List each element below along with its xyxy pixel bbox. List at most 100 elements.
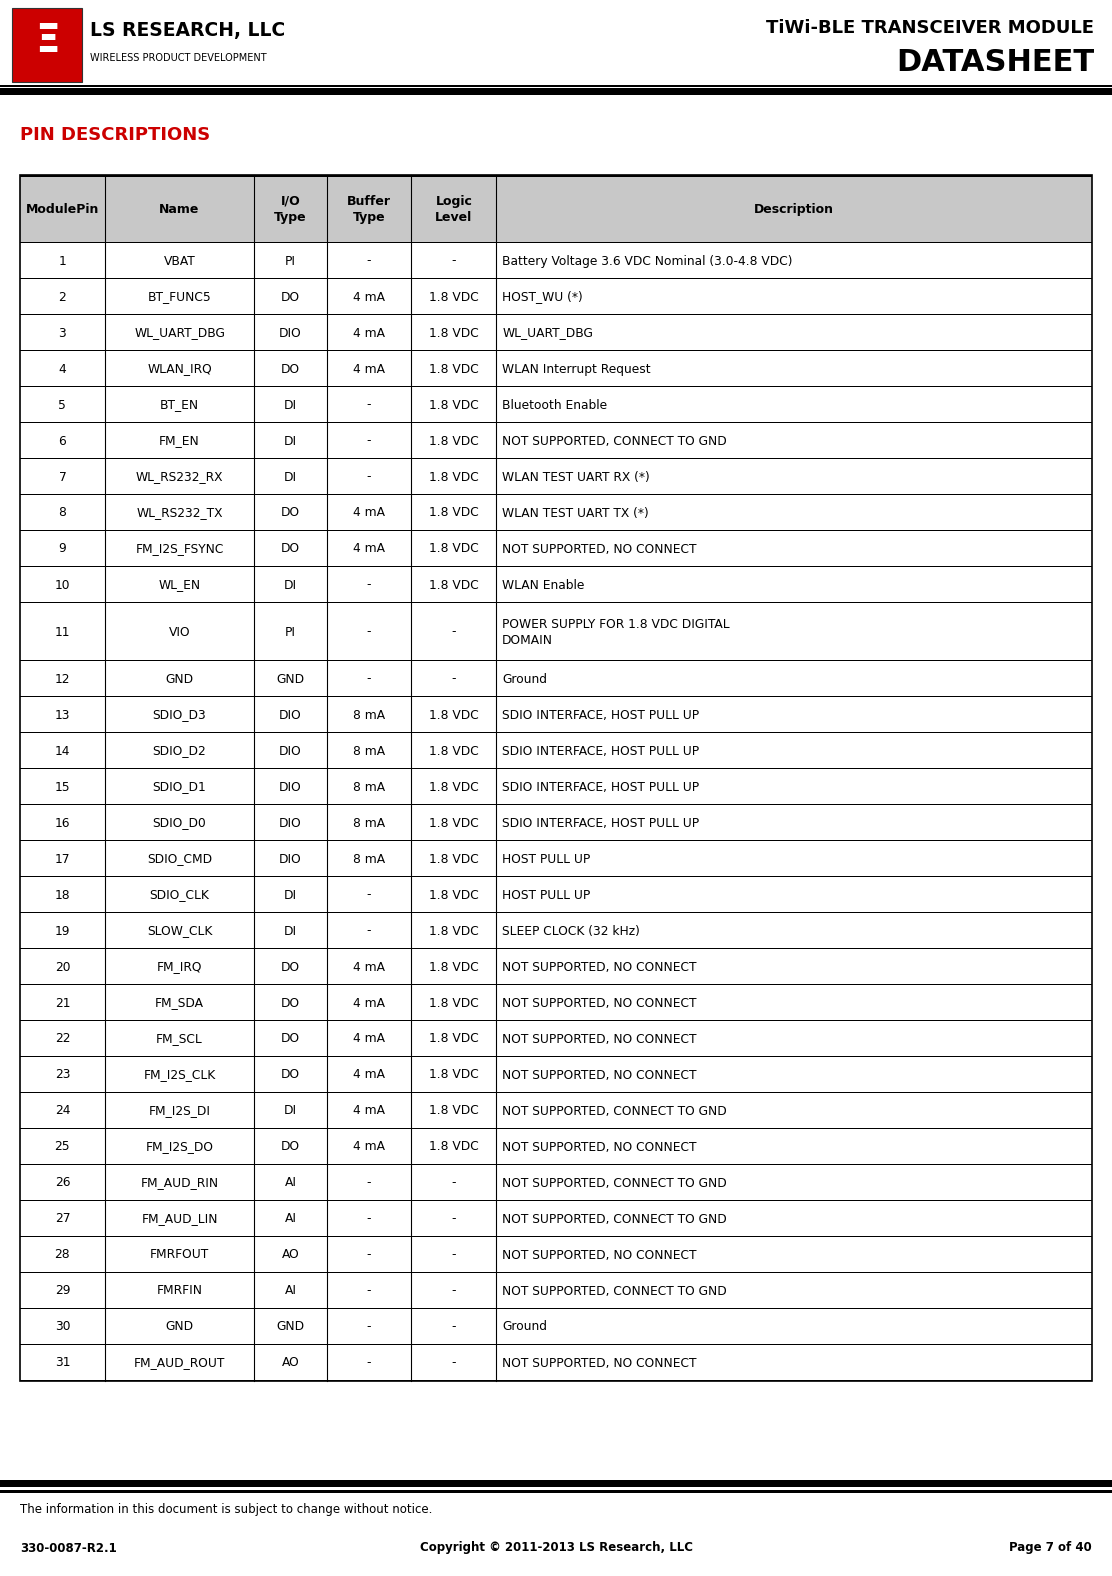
Text: HOST_WU (*): HOST_WU (*) xyxy=(503,290,583,304)
Text: 1.8 VDC: 1.8 VDC xyxy=(429,960,478,974)
Bar xyxy=(20,1057,1092,1094)
Bar xyxy=(20,733,1092,769)
Text: Battery Voltage 3.6 VDC Nominal (3.0-4.8 VDC): Battery Voltage 3.6 VDC Nominal (3.0-4.8… xyxy=(503,254,793,268)
Text: 8 mA: 8 mA xyxy=(353,816,385,829)
Text: DO: DO xyxy=(281,1032,300,1045)
Text: NOT SUPPORTED, CONNECT TO GND: NOT SUPPORTED, CONNECT TO GND xyxy=(503,1177,727,1190)
Text: 1.8 VDC: 1.8 VDC xyxy=(429,853,478,865)
Text: DIO: DIO xyxy=(279,816,301,829)
Bar xyxy=(20,842,1092,876)
Text: SDIO_D0: SDIO_D0 xyxy=(152,816,207,829)
Text: 27: 27 xyxy=(54,1212,70,1226)
Text: 2: 2 xyxy=(59,290,67,304)
Text: LS RESEARCH, LLC: LS RESEARCH, LLC xyxy=(90,20,286,39)
Text: 8 mA: 8 mA xyxy=(353,744,385,758)
Text: -: - xyxy=(367,925,371,938)
Text: -: - xyxy=(367,1357,371,1370)
Text: -: - xyxy=(367,673,371,686)
Text: DI: DI xyxy=(284,925,297,938)
Text: DO: DO xyxy=(281,960,300,974)
Text: DI: DI xyxy=(284,435,297,448)
Bar xyxy=(0,1480,1112,1488)
Text: DI: DI xyxy=(284,399,297,411)
Text: 330-0087-R2.1: 330-0087-R2.1 xyxy=(20,1541,117,1554)
Text: AO: AO xyxy=(281,1357,299,1370)
Text: 1.8 VDC: 1.8 VDC xyxy=(429,925,478,938)
Text: FM_SDA: FM_SDA xyxy=(155,996,203,1010)
Bar xyxy=(20,913,1092,949)
Text: 1.8 VDC: 1.8 VDC xyxy=(429,362,478,375)
Text: 10: 10 xyxy=(54,578,70,591)
Text: 4 mA: 4 mA xyxy=(353,506,385,520)
Text: Copyright © 2011-2013 LS Research, LLC: Copyright © 2011-2013 LS Research, LLC xyxy=(419,1541,693,1554)
Text: BT_EN: BT_EN xyxy=(160,399,199,411)
Bar xyxy=(20,1237,1092,1273)
Text: -: - xyxy=(451,1321,456,1333)
Text: 4 mA: 4 mA xyxy=(353,996,385,1010)
Text: NOT SUPPORTED, CONNECT TO GND: NOT SUPPORTED, CONNECT TO GND xyxy=(503,1212,727,1226)
Text: 1.8 VDC: 1.8 VDC xyxy=(429,889,478,901)
Text: NOT SUPPORTED, NO CONNECT: NOT SUPPORTED, NO CONNECT xyxy=(503,542,697,555)
Text: SDIO INTERFACE, HOST PULL UP: SDIO INTERFACE, HOST PULL UP xyxy=(503,780,699,793)
Text: VIO: VIO xyxy=(169,626,190,638)
Bar xyxy=(20,422,1092,459)
Text: 8 mA: 8 mA xyxy=(353,709,385,722)
Text: 31: 31 xyxy=(54,1357,70,1370)
Text: SDIO INTERFACE, HOST PULL UP: SDIO INTERFACE, HOST PULL UP xyxy=(503,816,699,829)
Text: NOT SUPPORTED, NO CONNECT: NOT SUPPORTED, NO CONNECT xyxy=(503,1032,697,1045)
Text: -: - xyxy=(451,1284,456,1297)
Text: 1.8 VDC: 1.8 VDC xyxy=(429,816,478,829)
Text: -: - xyxy=(367,1284,371,1297)
Bar xyxy=(0,88,1112,95)
Text: Page 7 of 40: Page 7 of 40 xyxy=(1010,1541,1092,1554)
Text: 8 mA: 8 mA xyxy=(353,853,385,865)
Text: 1.8 VDC: 1.8 VDC xyxy=(429,1105,478,1117)
Text: 13: 13 xyxy=(54,709,70,722)
Text: FM_AUD_ROUT: FM_AUD_ROUT xyxy=(133,1357,226,1370)
Text: I/O
Type: I/O Type xyxy=(274,194,307,224)
Text: 4 mA: 4 mA xyxy=(353,1105,385,1117)
Text: SDIO_CMD: SDIO_CMD xyxy=(147,853,212,865)
Text: HOST PULL UP: HOST PULL UP xyxy=(503,853,590,865)
Text: 1.8 VDC: 1.8 VDC xyxy=(429,1069,478,1081)
Bar xyxy=(12,8,82,82)
Text: SDIO INTERFACE, HOST PULL UP: SDIO INTERFACE, HOST PULL UP xyxy=(503,709,699,722)
Bar xyxy=(20,1094,1092,1128)
Bar xyxy=(20,1128,1092,1165)
Text: 21: 21 xyxy=(54,996,70,1010)
Text: Bluetooth Enable: Bluetooth Enable xyxy=(503,399,607,411)
Text: 29: 29 xyxy=(54,1284,70,1297)
Bar xyxy=(20,388,1092,422)
Text: 4: 4 xyxy=(59,362,67,375)
Bar xyxy=(20,1273,1092,1310)
Text: 6: 6 xyxy=(59,435,67,448)
Text: AI: AI xyxy=(285,1212,297,1226)
Text: HOST PULL UP: HOST PULL UP xyxy=(503,889,590,901)
Text: -: - xyxy=(367,1248,371,1261)
Text: AO: AO xyxy=(281,1248,299,1261)
Text: FM_I2S_DI: FM_I2S_DI xyxy=(149,1105,210,1117)
Text: Logic
Level: Logic Level xyxy=(435,194,473,224)
Text: The information in this document is subject to change without notice.: The information in this document is subj… xyxy=(20,1504,433,1516)
Bar xyxy=(20,567,1092,604)
Text: -: - xyxy=(367,471,371,484)
Text: WLAN Interrupt Request: WLAN Interrupt Request xyxy=(503,362,651,375)
Text: 7: 7 xyxy=(59,471,67,484)
Text: FMRFIN: FMRFIN xyxy=(157,1284,202,1297)
Text: GND: GND xyxy=(277,1321,305,1333)
Text: 16: 16 xyxy=(54,816,70,829)
Bar xyxy=(20,697,1092,733)
Text: -: - xyxy=(367,254,371,268)
Bar xyxy=(20,531,1092,567)
Text: DIO: DIO xyxy=(279,744,301,758)
Text: FM_SCL: FM_SCL xyxy=(156,1032,202,1045)
Bar xyxy=(20,495,1092,531)
Bar xyxy=(20,805,1092,842)
Bar xyxy=(0,85,1112,87)
Text: DI: DI xyxy=(284,1105,297,1117)
Text: 4 mA: 4 mA xyxy=(353,362,385,375)
Text: -: - xyxy=(451,626,456,638)
Text: FM_I2S_CLK: FM_I2S_CLK xyxy=(143,1069,216,1081)
Text: 22: 22 xyxy=(54,1032,70,1045)
Text: DI: DI xyxy=(284,578,297,591)
